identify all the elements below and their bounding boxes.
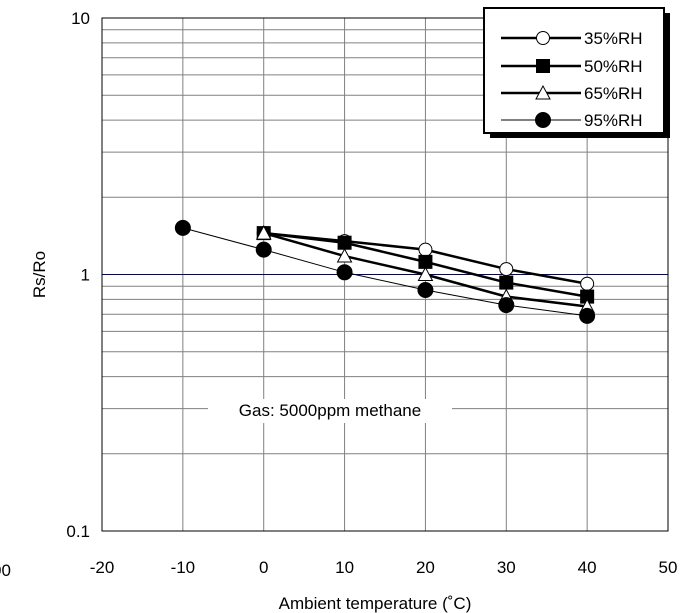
- series-95-rh-legend-marker: [535, 112, 551, 128]
- stray-tick-label: 00: [0, 561, 11, 580]
- y-axis-title: Rs/Ro: [30, 251, 49, 298]
- series-95-rh-marker: [255, 241, 272, 258]
- series-65-rh-legend-label: 65%RH: [584, 84, 643, 103]
- series-50-rh-legend-marker: [536, 59, 550, 73]
- series-50-rh-marker: [337, 235, 352, 250]
- x-tick-label: 0: [259, 558, 268, 577]
- plot-frame: [101, 17, 669, 532]
- series-65-rh-marker: [336, 248, 353, 263]
- series-95-rh-legend-label: 95%RH: [584, 111, 643, 130]
- x-tick-label: 40: [578, 558, 597, 577]
- y-tick-labels: 10 1 0.1: [66, 9, 90, 541]
- y-tick-label: 10: [71, 9, 90, 28]
- x-tick-label: 20: [416, 558, 435, 577]
- series-95-rh-marker: [174, 219, 191, 236]
- series-35-rh-marker: [499, 262, 514, 277]
- x-tick-labels: -20 -10 0 10 20 30 40 50: [90, 558, 678, 577]
- series-95-rh-marker: [579, 307, 596, 324]
- series-65-rh-legend-marker: [535, 84, 551, 100]
- series-35-rh-marker: [418, 242, 433, 257]
- series-50-rh-marker: [418, 254, 433, 269]
- series-50-rh-legend-label: 50%RH: [584, 57, 643, 76]
- series-95-rh-line: [182, 227, 588, 317]
- series-50-rh-marker: [499, 275, 514, 290]
- x-tick-label: 10: [335, 558, 354, 577]
- gas-annotation-text: Gas: 5000ppm methane: [239, 401, 421, 420]
- gas-annotation: Gas: 5000ppm methane: [208, 399, 452, 423]
- series-50-rh-marker: [580, 289, 595, 304]
- x-tick-label: 50: [659, 558, 678, 577]
- series-35-rh-legend-label: 35%RH: [584, 29, 643, 48]
- series-65-rh-marker: [255, 225, 272, 240]
- y-tick-label: 0.1: [66, 522, 90, 541]
- x-axis-title: Ambient temperature (˚C): [279, 594, 472, 613]
- series-95-rh-marker: [336, 264, 353, 281]
- legend-box: [483, 7, 665, 134]
- series-markers: [174, 219, 596, 324]
- series-65-rh-marker: [417, 266, 434, 281]
- series-95-rh-marker: [498, 297, 515, 314]
- y-tick-label: 1: [81, 266, 90, 285]
- series-35-rh-marker: [580, 276, 595, 291]
- series-lines: [182, 227, 588, 317]
- x-tick-label: -20: [90, 558, 115, 577]
- series-95-rh-marker: [417, 282, 434, 299]
- series-35-rh-legend-marker: [536, 31, 550, 45]
- x-tick-label: -10: [171, 558, 196, 577]
- x-tick-label: 30: [497, 558, 516, 577]
- legend: 35%RH 50%RH 65%RH 95%RH: [483, 7, 670, 138]
